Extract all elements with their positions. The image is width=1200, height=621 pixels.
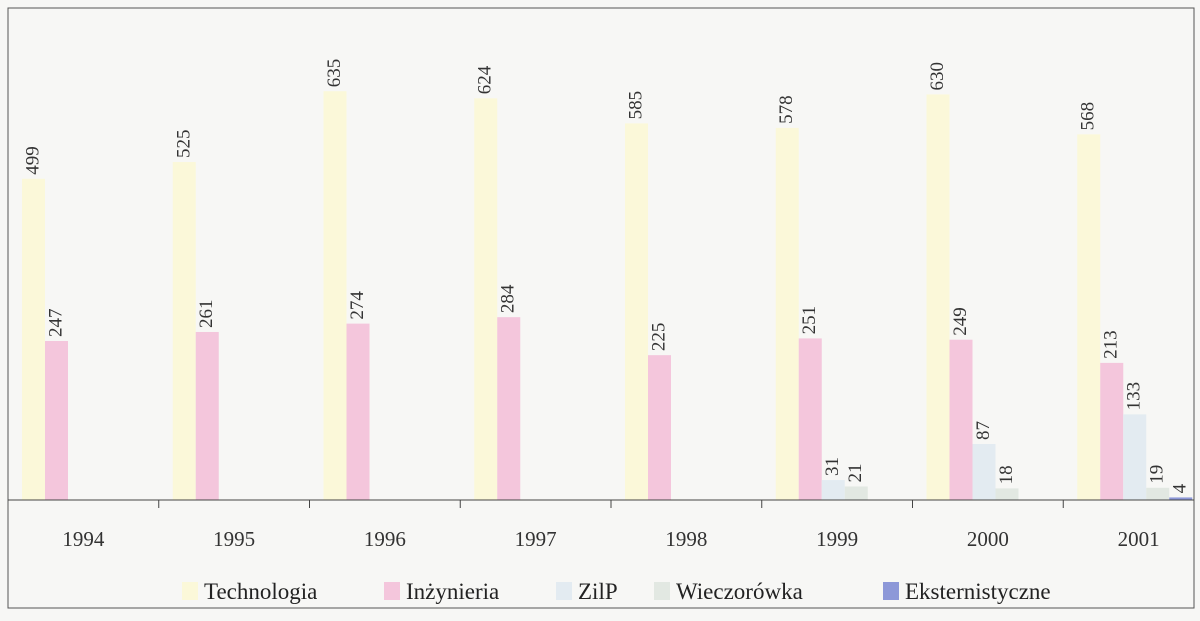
bar-inżynieria-2000	[949, 339, 973, 500]
bar-inżynieria-1994	[45, 340, 68, 500]
bars-layer	[22, 91, 1193, 501]
data-label: 585	[626, 91, 647, 120]
bar-technologia-1998	[625, 123, 648, 500]
bar-wieczorówka-2001	[1146, 487, 1170, 500]
bar-wieczorówka-2000	[995, 488, 1019, 500]
legend-label: Wieczorówka	[676, 579, 803, 604]
data-label: 284	[498, 284, 519, 313]
data-label: 630	[927, 62, 948, 91]
x-tick-label: 1996	[364, 527, 406, 551]
bar-inżynieria-1999	[798, 338, 822, 500]
bar-inżynieria-1998	[648, 355, 671, 500]
data-label: 261	[196, 299, 217, 328]
bar-technologia-2001	[1077, 134, 1101, 500]
bar-zilp-1999	[821, 480, 845, 500]
data-label: 499	[23, 146, 44, 175]
x-tick-label: 1995	[213, 527, 255, 551]
data-label: 568	[1078, 102, 1099, 131]
data-label: 274	[347, 291, 368, 320]
bar-technologia-1994	[22, 178, 45, 501]
data-label: 247	[46, 308, 67, 337]
data-label: 31	[822, 457, 843, 476]
plot-frame	[7, 7, 1195, 609]
bar-zilp-2000	[972, 443, 996, 500]
bar-technologia-1997	[474, 98, 498, 501]
x-tick-label: 1999	[816, 527, 858, 551]
legend-label: ZilP	[578, 579, 618, 604]
legend-swatch-wieczorówka	[654, 582, 670, 600]
bar-technologia-1999	[775, 127, 799, 500]
data-label: 18	[996, 465, 1017, 484]
bar-inżynieria-1997	[497, 317, 521, 500]
bar-inżynieria-1996	[346, 323, 370, 500]
x-tick-label: 1994	[62, 527, 105, 551]
data-label: 578	[776, 95, 797, 124]
bar-eksternistyczne-2001	[1169, 497, 1193, 500]
data-label: 525	[173, 130, 194, 159]
bar-zilp-2001	[1123, 414, 1147, 500]
legend-label: Eksternistyczne	[905, 579, 1051, 604]
data-label: 213	[1101, 330, 1122, 359]
data-label: 19	[1147, 465, 1168, 484]
legend-swatch-inżynieria	[384, 582, 400, 600]
legend-swatch-zilp	[556, 582, 572, 600]
bar-technologia-1996	[323, 91, 347, 500]
x-axis: 1994 1995 1996 1997 1998 1999 2000 2001	[8, 499, 1194, 551]
bar-inżynieria-1995	[195, 331, 219, 500]
data-label: 635	[324, 59, 345, 88]
bar-technologia-2000	[926, 94, 950, 500]
data-label: 251	[799, 306, 820, 335]
x-tick-label: 2001	[1118, 527, 1160, 551]
data-label: 624	[475, 65, 496, 94]
data-label: 133	[1124, 382, 1145, 411]
x-tick-label: 2000	[967, 527, 1009, 551]
legend-label: Inżynieria	[406, 579, 499, 604]
legend: Technologia Inżynieria ZilP Wieczorówka Ekst…	[182, 579, 1051, 604]
x-tick-label: 1997	[515, 527, 557, 551]
bar-inżynieria-2001	[1100, 362, 1124, 500]
data-label: 249	[950, 307, 971, 336]
legend-label: Technologia	[204, 579, 317, 604]
bar-wieczorówka-1999	[844, 486, 868, 500]
bar-technologia-1995	[172, 162, 196, 500]
data-label: 225	[649, 323, 670, 352]
data-label: 87	[973, 421, 994, 440]
x-tick-label: 1998	[665, 527, 707, 551]
data-label: 4	[1170, 483, 1191, 493]
legend-swatch-technologia	[182, 582, 198, 600]
legend-swatch-eksternistyczne	[883, 582, 899, 600]
data-label: 21	[845, 463, 866, 482]
